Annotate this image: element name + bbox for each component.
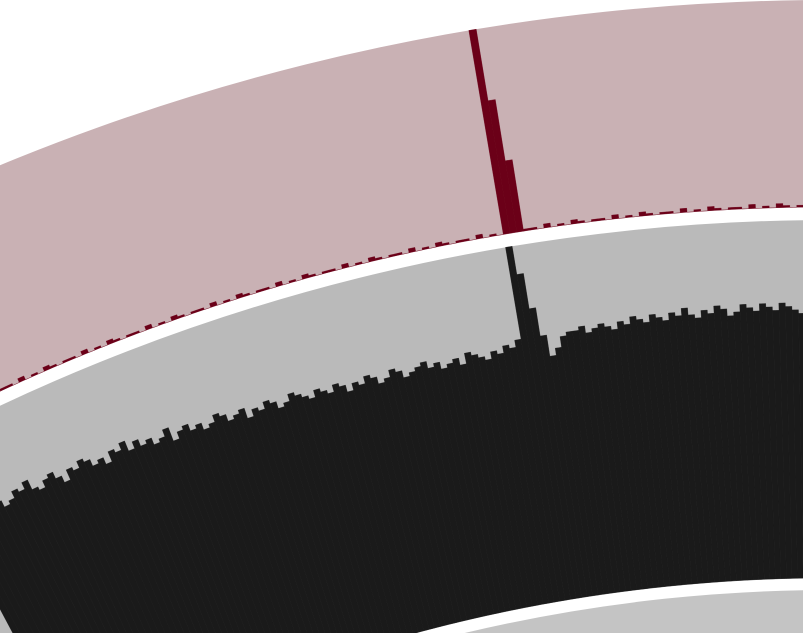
bar [208, 421, 290, 633]
bar [65, 467, 146, 633]
bar [798, 313, 803, 577]
bar [693, 209, 701, 212]
bar [727, 207, 736, 210]
bar [274, 280, 283, 288]
bar [734, 206, 743, 210]
bar [748, 204, 756, 209]
bar [475, 233, 484, 240]
bar [659, 211, 667, 215]
track-background [464, 590, 803, 633]
bar [132, 330, 140, 336]
bar [339, 384, 414, 633]
bar [0, 500, 68, 633]
bar [105, 461, 185, 633]
bar [791, 309, 803, 579]
bar [442, 242, 450, 246]
bar [645, 212, 654, 216]
bar [83, 459, 166, 633]
bar [529, 226, 538, 231]
bar [320, 390, 396, 633]
bar [308, 273, 316, 278]
bar [64, 479, 140, 633]
bar [227, 418, 308, 633]
bar [251, 407, 332, 633]
bar [181, 423, 265, 633]
bar [288, 279, 297, 284]
bar [775, 203, 784, 208]
bar [11, 488, 88, 633]
bar [301, 395, 379, 633]
bar [679, 207, 688, 213]
bar [625, 214, 633, 218]
bar [489, 233, 497, 238]
bar [283, 400, 361, 633]
bar [5, 383, 14, 389]
bar [73, 467, 153, 633]
bar [203, 427, 284, 633]
bar [145, 437, 229, 633]
bar [219, 414, 302, 633]
bar [39, 487, 114, 633]
bar [4, 503, 74, 633]
bar [707, 206, 715, 212]
bar [262, 286, 270, 292]
bar [762, 205, 770, 209]
bar [93, 345, 102, 351]
bar [42, 477, 121, 633]
bar [782, 205, 791, 208]
bar [269, 401, 349, 633]
bar [570, 219, 579, 225]
bar [247, 416, 326, 633]
bar [162, 427, 247, 633]
bar [611, 214, 619, 220]
bar [153, 442, 235, 633]
bar [128, 448, 210, 633]
bar [140, 443, 222, 633]
bar [17, 375, 26, 383]
bar [55, 475, 134, 633]
bar [158, 436, 241, 633]
bar [46, 471, 127, 633]
bar [421, 246, 430, 251]
bar [8, 497, 81, 633]
bar [115, 449, 197, 633]
bar [278, 406, 355, 633]
bar [118, 440, 204, 633]
track-background [0, 0, 803, 392]
bar [258, 408, 338, 633]
bar [76, 458, 159, 633]
bar [237, 407, 320, 633]
bar [313, 388, 390, 633]
bar [131, 439, 216, 633]
bar [666, 211, 674, 215]
bar [714, 207, 722, 211]
bar [31, 486, 107, 633]
bar [638, 211, 647, 217]
bar [0, 390, 1, 392]
bar [577, 220, 585, 224]
bar [173, 438, 253, 633]
bar [107, 449, 191, 633]
bar [308, 397, 385, 633]
bar [176, 429, 259, 633]
bar [597, 217, 606, 221]
bar [331, 383, 408, 633]
bar [18, 488, 94, 633]
bar [212, 412, 296, 633]
bar [97, 457, 178, 633]
bar [294, 393, 373, 633]
bar [190, 428, 272, 633]
bar [232, 413, 314, 633]
bar [195, 422, 278, 633]
bar [262, 399, 343, 633]
bar [21, 479, 101, 633]
bar [796, 204, 803, 208]
bar [327, 391, 402, 633]
bar [287, 392, 367, 633]
bar [92, 463, 172, 633]
bar [543, 222, 551, 229]
